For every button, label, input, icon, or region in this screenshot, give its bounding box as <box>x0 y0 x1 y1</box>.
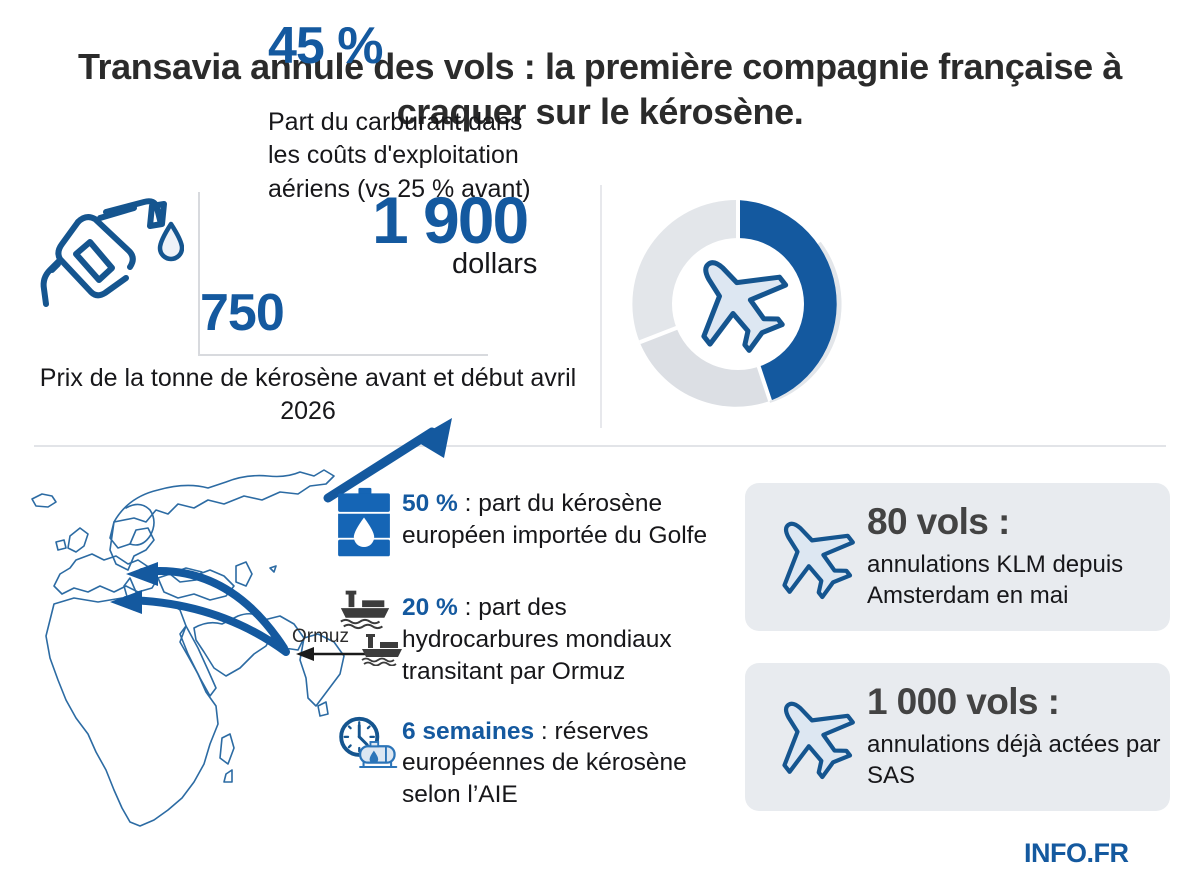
fact-icon-wrap <box>336 590 402 668</box>
oil-barrel-icon <box>338 487 390 557</box>
price-panel <box>28 178 588 503</box>
stat-card-body: annulations déjà actées par SAS <box>867 731 1161 790</box>
stat-card-title: 80 vols : <box>867 501 1010 542</box>
price-unit-label: dollars <box>452 248 538 280</box>
facts-list: 50 % : part du kérosène européen importé… <box>336 486 708 837</box>
vertical-divider <box>600 185 602 428</box>
fact-separator: : <box>534 717 555 745</box>
stat-card-body: annulations KLM depuis Amsterdam en mai <box>867 551 1124 610</box>
price-value-before: 750 <box>200 284 285 342</box>
donut-description: Part du carburant dans les coûts d'explo… <box>268 108 531 203</box>
fact-body: réserves européennes de kérosène selon l… <box>402 717 687 809</box>
fact-item: 20 % : part des hydrocarbures mondiaux t… <box>336 590 708 688</box>
ormuz-label: Ormuz <box>292 626 349 647</box>
airplane-icon <box>782 521 855 600</box>
cargo-ship-icon <box>340 590 390 630</box>
fact-icon-wrap <box>336 486 402 564</box>
trade-route-arrows <box>110 562 290 656</box>
fact-number: 6 semaines <box>402 717 535 745</box>
cargo-ship-icon <box>361 634 402 666</box>
fact-number: 50 % <box>402 490 458 517</box>
price-value-after: 1 900 <box>372 183 529 257</box>
fact-separator: : <box>457 490 479 517</box>
airplane-icon <box>782 701 855 780</box>
fact-body: part des hydrocarbures mondiaux transita… <box>402 594 672 685</box>
fact-item: 6 semaines : réserves européennes de kér… <box>336 714 708 812</box>
world-map <box>18 452 358 872</box>
fact-body: part du kérosène européen importée du Go… <box>402 490 708 549</box>
rising-arrow-icon <box>323 418 452 503</box>
stat-card: 80 vols : annulations KLM depuis Amsterd… <box>745 483 1170 631</box>
map-svg <box>31 469 345 827</box>
donut-value: 45 % <box>268 17 384 75</box>
fact-text: 6 semaines : réserves européennes de kér… <box>402 714 708 812</box>
horizontal-divider <box>34 445 1166 447</box>
clock-tank-icon <box>339 716 398 768</box>
page-title: Transavia annule des vols : la première … <box>77 46 1123 133</box>
fact-text: 50 % : part du kérosène européen importé… <box>402 486 708 552</box>
price-caption: Prix de la tonne de kérosène avant et dé… <box>39 364 577 425</box>
stat-card: 1 000 vols : annulations déjà actées par… <box>745 663 1170 811</box>
price-chart-axes <box>198 192 488 356</box>
fuel-pump-icon <box>40 198 184 307</box>
map-coastlines <box>31 469 345 827</box>
fact-text: 20 % : part des hydrocarbures mondiaux t… <box>402 590 708 688</box>
stat-card-title: 1 000 vols : <box>867 681 1060 722</box>
fact-icon-wrap <box>336 714 402 792</box>
site-logo: INFO.FR <box>1024 838 1129 868</box>
fact-number: 20 % <box>402 594 458 621</box>
airplane-icon <box>701 260 789 353</box>
donut-panel <box>608 178 1168 428</box>
fact-item: 50 % : part du kérosène européen importé… <box>336 486 708 564</box>
fact-separator: : <box>457 594 479 621</box>
